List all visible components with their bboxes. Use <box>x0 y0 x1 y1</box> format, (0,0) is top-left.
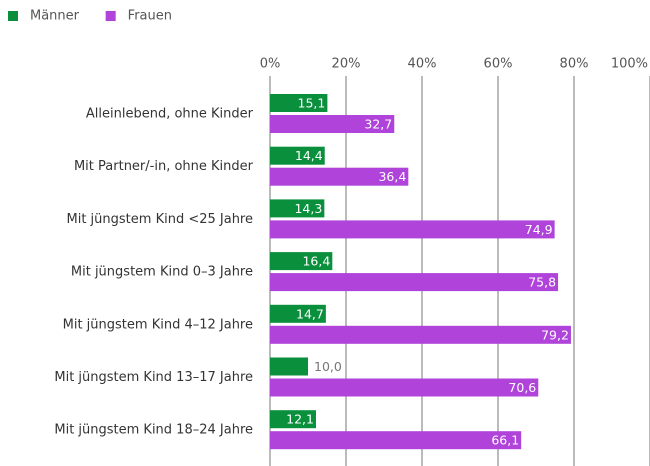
bar <box>270 431 522 450</box>
legend-label: Männer <box>30 9 80 24</box>
legend-label: Frauen <box>128 9 172 24</box>
value-label: 10,0 <box>314 359 342 374</box>
value-label: 32,7 <box>364 117 392 132</box>
bar <box>270 273 559 292</box>
x-tick-label: 80% <box>560 57 589 72</box>
bar <box>270 304 326 323</box>
category-label: Mit jüngstem Kind 13–17 Jahre <box>54 370 253 385</box>
bar <box>270 146 325 165</box>
legend-swatch <box>105 11 116 21</box>
value-label: 14,3 <box>294 201 322 216</box>
x-tick-label: 0% <box>260 57 281 72</box>
category-label: Mit jüngstem Kind 0–3 Jahre <box>71 265 253 280</box>
value-label: 16,4 <box>302 254 330 269</box>
value-label: 12,1 <box>286 412 314 427</box>
category-label: Mit Partner/-in, ohne Kinder <box>74 159 254 174</box>
x-tick-label: 100% <box>611 57 648 72</box>
value-label: 74,9 <box>525 222 553 237</box>
category-label: Mit jüngstem Kind 4–12 Jahre <box>63 317 253 332</box>
bar <box>270 357 308 376</box>
value-label: 66,1 <box>491 433 519 448</box>
bar <box>270 199 325 218</box>
category-label: Mit jüngstem Kind <25 Jahre <box>67 212 254 227</box>
value-label: 75,8 <box>528 275 556 290</box>
value-label: 79,2 <box>541 327 569 342</box>
bar <box>270 220 555 239</box>
bar <box>270 410 316 429</box>
legend-swatch <box>8 11 18 21</box>
x-tick-label: 60% <box>484 57 513 72</box>
category-label: Alleinlebend, ohne Kinder <box>86 107 254 122</box>
x-tick-label: 40% <box>408 57 437 72</box>
bar <box>270 252 333 271</box>
bar <box>270 167 409 186</box>
bar <box>270 115 395 133</box>
category-label: Mit jüngstem Kind 18–24 Jahre <box>54 423 253 438</box>
value-label: 70,6 <box>508 380 536 395</box>
value-label: 15,1 <box>298 96 326 111</box>
bar <box>270 325 571 344</box>
value-label: 14,7 <box>296 306 324 321</box>
x-tick-label: 20% <box>332 57 361 72</box>
value-label: 14,4 <box>295 148 323 163</box>
bar <box>270 94 328 112</box>
bar <box>270 378 539 397</box>
value-label: 36,4 <box>378 169 406 184</box>
